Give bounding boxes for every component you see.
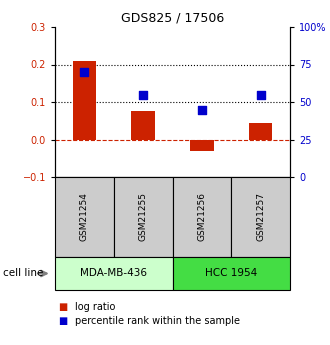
Text: ■: ■ <box>58 302 68 312</box>
Text: HCC 1954: HCC 1954 <box>205 268 257 278</box>
Point <box>199 107 205 112</box>
Point <box>82 69 87 75</box>
Text: log ratio: log ratio <box>75 302 115 312</box>
Text: ■: ■ <box>58 316 68 326</box>
Text: GSM21257: GSM21257 <box>256 193 265 242</box>
Text: MDA-MB-436: MDA-MB-436 <box>80 268 147 278</box>
Text: cell line: cell line <box>3 268 44 278</box>
Point <box>258 92 263 97</box>
Text: GSM21254: GSM21254 <box>80 193 89 242</box>
Bar <box>73 61 96 139</box>
Bar <box>190 139 214 151</box>
Text: GSM21256: GSM21256 <box>197 193 206 242</box>
Point <box>141 92 146 97</box>
Title: GDS825 / 17506: GDS825 / 17506 <box>121 11 224 24</box>
Bar <box>131 111 155 139</box>
Text: percentile rank within the sample: percentile rank within the sample <box>75 316 240 326</box>
Bar <box>249 122 272 139</box>
Text: GSM21255: GSM21255 <box>139 193 148 242</box>
